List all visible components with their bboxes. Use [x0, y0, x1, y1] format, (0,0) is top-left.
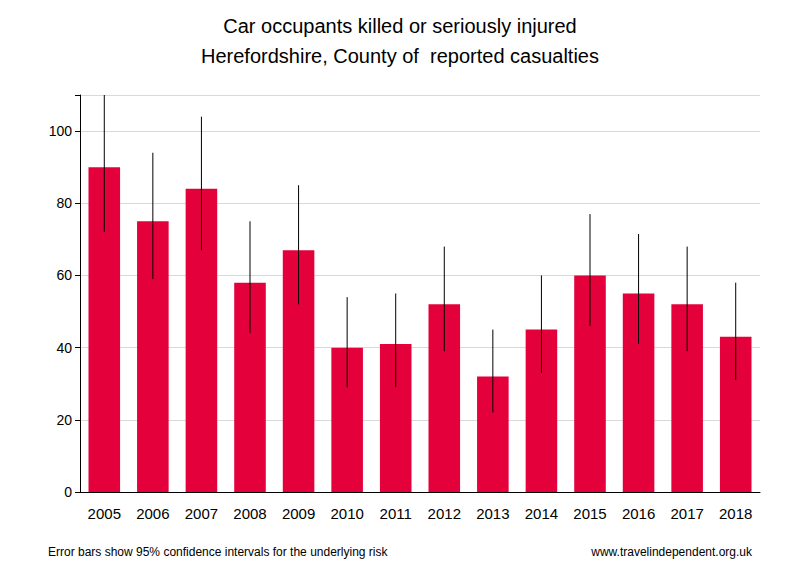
- svg-text:40: 40: [56, 340, 72, 356]
- svg-text:2006: 2006: [136, 505, 169, 522]
- svg-text:www.travelindependent.org.uk: www.travelindependent.org.uk: [590, 545, 753, 559]
- svg-text:2014: 2014: [525, 505, 558, 522]
- svg-text:2018: 2018: [719, 505, 752, 522]
- svg-text:80: 80: [56, 195, 72, 211]
- svg-text:Car occupants killed or seriou: Car occupants killed or seriously injure…: [223, 15, 577, 37]
- svg-text:2016: 2016: [622, 505, 655, 522]
- svg-text:0: 0: [64, 484, 72, 500]
- svg-text:2013: 2013: [476, 505, 509, 522]
- svg-text:Error bars show 95% confidence: Error bars show 95% confidence intervals…: [48, 545, 388, 559]
- svg-text:60: 60: [56, 267, 72, 283]
- svg-text:2015: 2015: [573, 505, 606, 522]
- svg-text:2008: 2008: [233, 505, 266, 522]
- svg-text:2005: 2005: [88, 505, 121, 522]
- svg-text:100: 100: [49, 123, 73, 139]
- svg-text:Herefordshire, County of repo: Herefordshire, County of reported casual…: [201, 45, 599, 67]
- svg-text:2011: 2011: [380, 505, 412, 522]
- svg-text:2010: 2010: [330, 505, 363, 522]
- svg-text:2009: 2009: [282, 505, 315, 522]
- svg-text:2017: 2017: [670, 505, 703, 522]
- svg-text:2012: 2012: [428, 505, 461, 522]
- svg-text:2007: 2007: [185, 505, 218, 522]
- svg-text:20: 20: [56, 412, 72, 428]
